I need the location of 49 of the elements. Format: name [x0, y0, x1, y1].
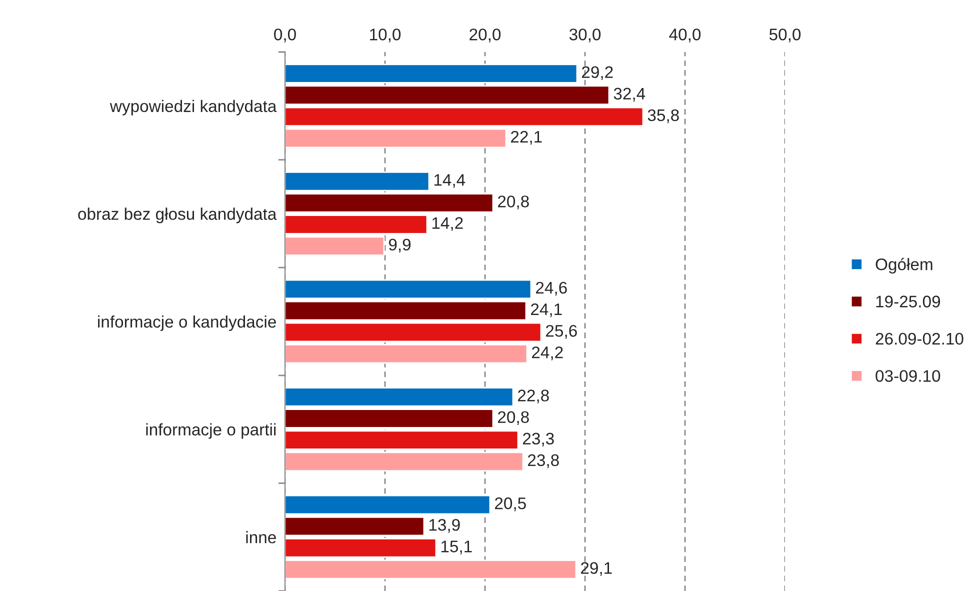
data-label: 20,8	[498, 411, 529, 425]
data-label: 29,2	[582, 66, 613, 80]
data-label: 29,1	[581, 562, 612, 576]
y-tick-label: informacje o kandydacie	[98, 315, 276, 331]
bar	[285, 279, 532, 300]
bar	[285, 538, 437, 558]
data-label: 22,1	[511, 130, 542, 145]
y-tick-label: informacje o partii	[146, 423, 276, 439]
x-tick-label: 0,0	[274, 28, 296, 42]
legend-label: Ogółem	[876, 258, 932, 274]
data-label: 35,8	[648, 109, 679, 124]
bar	[285, 300, 527, 321]
data-label: 24,6	[536, 282, 567, 296]
bar	[285, 344, 528, 364]
data-label: 22,8	[518, 390, 549, 404]
legend-label: 03-09.10	[876, 370, 940, 382]
y-tick-label: obraz bez głosu kandydata	[78, 208, 277, 224]
y-tick-label: inne	[246, 531, 276, 544]
legend-label: 26.09-02.10	[876, 332, 964, 345]
data-label: 13,9	[429, 518, 460, 533]
data-label: 14,4	[434, 174, 466, 188]
data-label: 20,5	[495, 497, 526, 512]
bar	[285, 494, 491, 515]
bar	[285, 106, 644, 127]
bar	[285, 560, 577, 580]
y-tick-label: wypowiedzi kandydata	[110, 100, 277, 116]
x-tick-label: 30,0	[569, 28, 601, 42]
x-tick-label: 40,0	[669, 28, 701, 42]
bar	[285, 128, 507, 148]
data-label: 23,8	[528, 454, 559, 468]
data-label: 24,2	[532, 346, 563, 360]
data-label: 20,8	[498, 196, 529, 210]
data-label: 24,1	[531, 303, 562, 318]
bar	[285, 452, 524, 472]
x-tick-label: 20,0	[470, 28, 501, 42]
data-label: 23,3	[523, 432, 554, 447]
x-tick-label: 50,0	[769, 28, 801, 42]
bar	[285, 64, 578, 84]
x-tick-label: 10,0	[370, 28, 401, 42]
data-label: 14,2	[432, 217, 463, 231]
bar	[285, 516, 425, 536]
bar	[285, 172, 430, 192]
data-label: 15,1	[441, 540, 472, 554]
bar	[285, 322, 542, 342]
data-label: 32,4	[614, 88, 646, 102]
legend-label: 19-25.09	[876, 296, 940, 308]
data-label: 9,9	[388, 238, 411, 252]
data-label: 25,6	[546, 324, 577, 339]
bar	[285, 85, 610, 105]
